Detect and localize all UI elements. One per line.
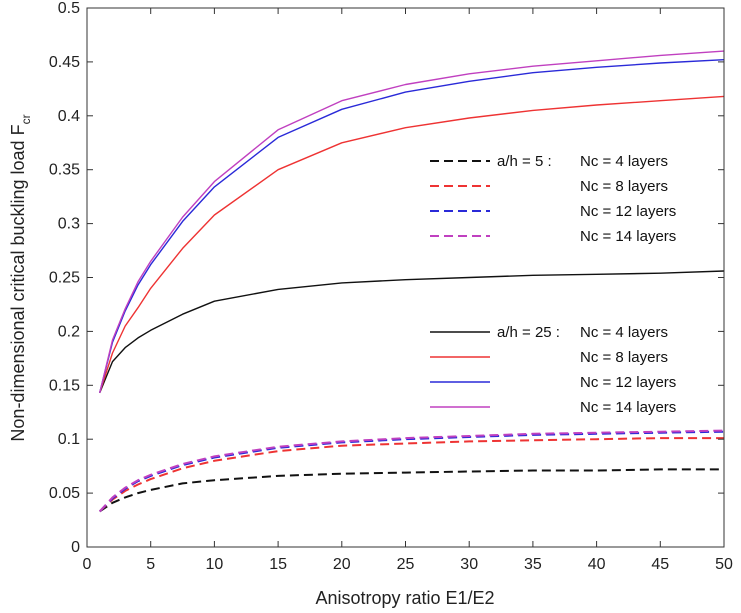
plot-background xyxy=(87,8,724,547)
legend-entry-label: Nc = 12 layers xyxy=(580,203,676,220)
series-line-ah5_nc12 xyxy=(98,430,725,513)
x-tick-label: 40 xyxy=(588,556,606,573)
y-tick-label: 0.35 xyxy=(49,162,80,179)
legend-group-2: a/h = 25 : Nc = 4 layers Nc = 8 layers Nc =… xyxy=(430,324,676,416)
y-tick-label: 0.2 xyxy=(58,323,80,340)
legend-group-prefix: a/h = 5 : xyxy=(497,153,552,170)
x-tick-label: 10 xyxy=(206,556,224,573)
legend-group-1: a/h = 5 : Nc = 4 layers Nc = 8 layers Nc = … xyxy=(430,153,676,245)
legend: a/h = 5 : Nc = 4 layers Nc = 8 layers Nc = … xyxy=(430,153,676,416)
y-axis-label: Non-dimensional critical buckling load F… xyxy=(8,114,33,441)
y-tick-label: 0.15 xyxy=(49,377,80,394)
y-tick-label: 0.1 xyxy=(58,431,80,448)
series-line-ah25_nc4 xyxy=(99,270,725,394)
series-line-ah25_nc14 xyxy=(99,50,725,393)
x-tick-label: 15 xyxy=(269,556,287,573)
y-tick-label: 0.45 xyxy=(49,54,80,71)
y-tick-label: 0 xyxy=(71,539,80,556)
series-line-ah25_nc8 xyxy=(99,95,725,394)
y-axis-label-subscript: cr xyxy=(19,114,33,124)
y-tick-label: 0.5 xyxy=(58,0,80,17)
y-tick-label: 0.05 xyxy=(49,485,80,502)
x-tick-label: 0 xyxy=(83,556,92,573)
legend-entry-label: Nc = 14 layers xyxy=(580,399,676,416)
x-tick-label: 20 xyxy=(333,556,351,573)
series-line-ah5_nc14 xyxy=(98,429,725,513)
legend-entry-label: Nc = 4 layers xyxy=(580,324,668,341)
legend-entry-label: Nc = 4 layers xyxy=(580,153,668,170)
legend-entry-label: Nc = 8 layers xyxy=(580,349,668,366)
x-tick-label: 5 xyxy=(146,556,155,573)
legend-entry-label: Nc = 8 layers xyxy=(580,178,668,195)
x-axis: 0 5 10 15 20 25 30 35 40 45 50 xyxy=(83,8,733,573)
legend-group-prefix: a/h = 25 : xyxy=(497,324,560,341)
y-tick-label: 0.25 xyxy=(49,270,80,287)
y-axis: 0 0.05 0.1 0.15 0.2 0.25 0.3 0.35 0.4 0.45 0.5 xyxy=(49,0,724,556)
x-tick-label: 25 xyxy=(397,556,415,573)
series-layer xyxy=(98,50,725,513)
legend-entry-label: Nc = 12 layers xyxy=(580,374,676,391)
x-tick-label: 50 xyxy=(715,556,733,573)
x-tick-label: 35 xyxy=(524,556,542,573)
x-tick-label: 45 xyxy=(651,556,669,573)
series-line-ah25_nc12 xyxy=(99,59,725,393)
y-tick-label: 0.4 xyxy=(58,108,80,125)
y-tick-label: 0.3 xyxy=(58,216,80,233)
y-axis-label-main: Non-dimensional critical buckling load F xyxy=(8,124,28,441)
x-tick-label: 30 xyxy=(460,556,478,573)
x-axis-label: Anisotropy ratio E1/E2 xyxy=(315,588,494,608)
series-line-ah5_nc4 xyxy=(99,468,724,513)
legend-entry-label: Nc = 14 layers xyxy=(580,228,676,245)
